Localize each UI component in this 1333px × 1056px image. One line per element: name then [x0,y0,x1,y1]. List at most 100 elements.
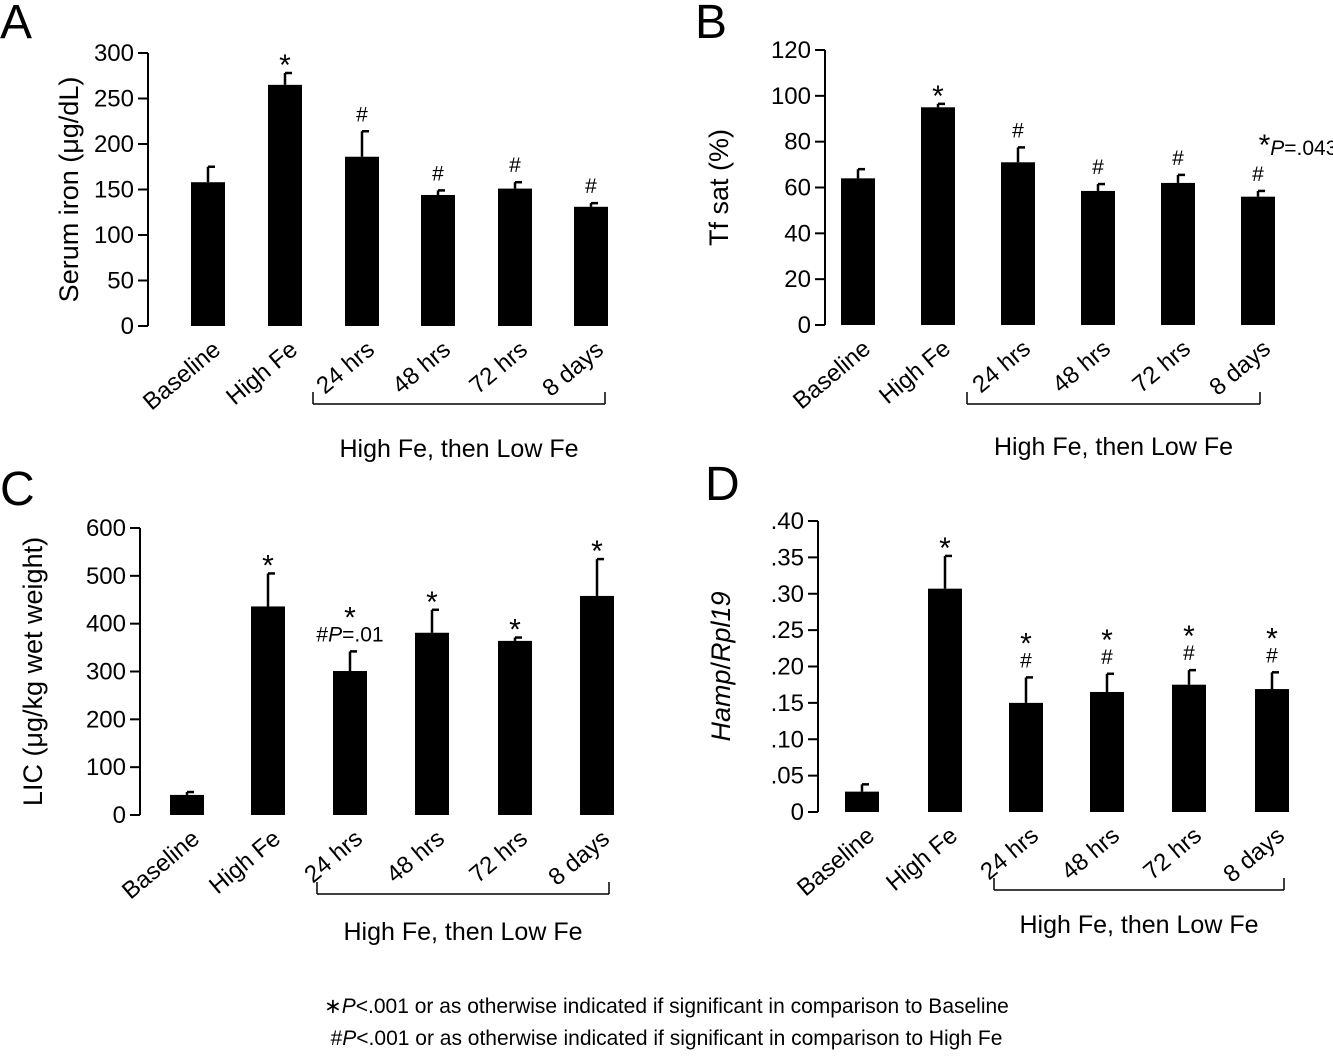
annotation-symbol: * [1259,129,1271,162]
y-axis-label-part: Hamp [706,670,736,742]
significance-star: * [1266,622,1278,655]
category-label: 8 days [1218,822,1290,888]
significance-hash: # [585,175,597,198]
category-label: High Fe [874,335,956,410]
category-label: 48 hrs [381,825,449,889]
bar [1081,190,1115,325]
category-label: 72 hrs [464,825,532,889]
y-tick-label: 0 [121,313,134,340]
panel-letter-B: B [695,0,727,49]
y-axis-label: LIC (μg/kg wet weight) [18,537,48,806]
y-axis-label: Serum iron (μg/dL) [54,77,84,303]
footnote-star-text: <.001 or as otherwise indicated if signi… [355,995,1009,1018]
panel-letter-D: D [705,458,740,511]
category-label: 72 hrs [464,336,532,400]
y-tick-label: .40 [771,508,804,535]
y-tick-label: 300 [86,659,126,686]
annotation-p: P [328,623,342,646]
category-label: Baseline [788,335,876,415]
footnote-star-symbol: ∗ [324,995,342,1018]
bar [1255,689,1289,812]
y-tick-label: 100 [771,83,811,110]
y-axis-label-part: / [706,662,736,670]
significance-star: * [939,532,951,565]
bar [415,632,449,815]
category-label: 48 hrs [1047,335,1115,399]
y-tick-label: 150 [94,177,134,204]
bar [1241,196,1275,325]
bar [191,182,225,326]
y-tick-label: 0 [113,802,126,829]
y-tick-label: .10 [771,726,804,753]
significance-star: * [932,80,944,113]
bar [1172,684,1206,812]
category-label: 24 hrs [975,822,1043,886]
y-tick-label: 200 [86,706,126,733]
y-axis-label: Hamp/Rpl19 [706,591,736,741]
panel-letter-A: A [0,0,32,49]
bar [574,206,608,326]
significance-star: * [1183,620,1195,653]
category-label: 48 hrs [387,336,455,400]
category-label: Baseline [138,336,226,416]
y-tick-label: .25 [771,617,804,644]
significance-hash: # [1172,147,1184,170]
group-label: High Fe, then Low Fe [339,435,578,463]
footnote-hash-symbol: # [330,1027,343,1050]
bar [928,588,962,812]
y-axis-label-part: Rpl19 [706,591,736,662]
y-tick-label: 400 [86,611,126,638]
footnote-hash-p: P [342,1027,357,1050]
bar [580,595,614,815]
category-label: 72 hrs [1127,335,1195,399]
y-tick-label: 100 [94,222,134,249]
panel-C: C 0 100 200 300 400 500 600 LIC (μg/kg wet weigh… [0,463,615,946]
significance-star: * [591,535,603,568]
bar [251,606,285,815]
significance-star: * [509,614,521,647]
significance-hash: # [1183,642,1195,665]
bar [841,178,875,325]
panel-A: A 0 50 100 150 200 250 300 Serum iron (μg/dL) Bas… [0,0,609,463]
category-label: 72 hrs [1138,822,1206,886]
category-label: 24 hrs [967,335,1035,399]
category-label: 8 days [537,336,609,402]
bar [421,194,455,326]
significance-hash: # [432,162,444,185]
significance-star: * [1101,624,1113,657]
bar [170,794,204,815]
group-label: High Fe, then Low Fe [343,918,582,946]
bar [333,671,367,815]
category-label: High Fe [221,336,303,411]
annotation-value: =.01 [342,623,383,646]
significance-hash: # [1101,646,1113,669]
significance-hash: # [1092,156,1104,179]
significance-hash: # [1012,119,1024,142]
category-label: 8 days [1204,335,1276,401]
annotation-p: P [1270,137,1284,160]
category-label: Baseline [117,825,205,905]
significance-hash: # [1266,644,1278,667]
y-axis-label: Tf sat (%) [704,129,734,246]
y-tick-label: 120 [771,37,811,64]
bar [1001,162,1035,325]
y-tick-label: .30 [771,581,804,608]
footnote-hash-text: <.001 or as otherwise indicated if signi… [356,1027,1003,1050]
category-label: Baseline [792,822,880,902]
significance-hash: # [1252,163,1264,186]
category-label: 24 hrs [299,825,367,889]
bar [845,791,879,812]
bar [921,107,955,326]
y-tick-label: 0 [798,312,811,339]
significance-star: * [344,601,356,634]
category-label: 8 days [543,825,615,891]
panel-D: D 0 .05 .10 .15 .20 .25 .30 .35 .40 Hamp/Rpl19 Base… [705,458,1290,939]
footnote-star-p: P [341,995,356,1018]
group-label: High Fe, then Low Fe [994,433,1233,461]
significance-star: * [426,586,438,619]
panel-letter-C: C [0,463,35,516]
bar [268,84,302,326]
group-label: High Fe, then Low Fe [1019,911,1258,939]
significance-hash: # [509,154,521,177]
bar [345,156,379,326]
